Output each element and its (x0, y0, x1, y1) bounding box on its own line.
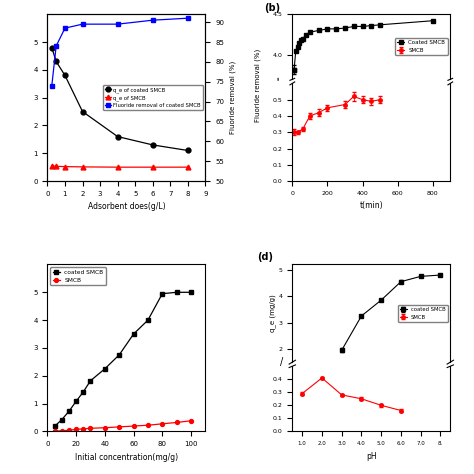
Line: SMCB: SMCB (53, 419, 193, 433)
Coated SMCB (377, 22, 383, 27)
Coated SMCB (291, 67, 297, 73)
SMCB (73, 427, 79, 432)
SMCB (66, 428, 72, 433)
Line: q_e of coated SMCB: q_e of coated SMCB (49, 45, 190, 153)
Legend: q_e of coated SMCB, q_e of SMCB, Fluoride removal of coated SMCB: q_e of coated SMCB, q_e of SMCB, Fluorid… (103, 85, 203, 110)
Coated SMCB (298, 37, 304, 43)
Coated SMCB (360, 24, 365, 29)
Fluoride removal of coated SMCB (150, 18, 155, 23)
coated SMCB (174, 290, 180, 295)
Legend: coated SMCB, SMCB: coated SMCB, SMCB (50, 267, 106, 285)
coated SMCB (88, 378, 93, 383)
coated SMCB (145, 317, 151, 323)
coated SMCB (73, 399, 79, 404)
Coated SMCB (325, 26, 330, 32)
Text: (d): (d) (257, 252, 273, 262)
Coated SMCB (293, 48, 299, 54)
Line: Fluoride removal of coated SMCB: Fluoride removal of coated SMCB (49, 16, 190, 88)
Fluoride removal of coated SMCB (185, 15, 191, 21)
coated SMCB (52, 423, 57, 429)
q_e of SMCB (62, 164, 68, 169)
q_e of coated SMCB (54, 59, 59, 64)
Text: Fluoride removal (%): Fluoride removal (%) (254, 49, 261, 122)
SMCB (145, 422, 151, 428)
Text: (b): (b) (264, 3, 280, 13)
q_e of coated SMCB (80, 109, 85, 114)
Coated SMCB (368, 23, 374, 28)
X-axis label: pH: pH (366, 452, 377, 461)
coated SMCB (59, 417, 64, 422)
Y-axis label: Fluoride removal (%): Fluoride removal (%) (230, 61, 236, 134)
Coated SMCB (303, 32, 309, 37)
SMCB (102, 425, 108, 430)
coated SMCB (102, 366, 108, 372)
coated SMCB (131, 331, 137, 337)
SMCB (174, 419, 180, 425)
coated SMCB (159, 291, 165, 297)
Coated SMCB (430, 18, 436, 24)
coated SMCB (81, 389, 86, 395)
Text: /: / (280, 357, 283, 367)
q_e of SMCB (150, 164, 155, 170)
SMCB (188, 418, 194, 424)
Coated SMCB (333, 26, 339, 32)
q_e of coated SMCB (185, 147, 191, 153)
q_e of coated SMCB (49, 45, 55, 50)
q_e of SMCB (115, 164, 120, 170)
q_e of coated SMCB (150, 142, 155, 148)
X-axis label: Adsorbent does(g/L): Adsorbent does(g/L) (88, 202, 165, 211)
Line: Coated SMCB: Coated SMCB (292, 19, 435, 71)
Fluoride removal of coated SMCB (54, 43, 59, 49)
coated SMCB (117, 352, 122, 358)
Fluoride removal of coated SMCB (62, 25, 68, 31)
Coated SMCB (316, 27, 321, 33)
SMCB (59, 428, 64, 434)
Coated SMCB (295, 44, 301, 50)
Coated SMCB (307, 29, 313, 35)
q_e of SMCB (49, 163, 55, 169)
coated SMCB (66, 409, 72, 414)
SMCB (88, 426, 93, 431)
Fluoride removal of coated SMCB (80, 21, 85, 27)
q_e of SMCB (54, 164, 59, 169)
SMCB (117, 424, 122, 430)
SMCB (52, 428, 57, 434)
Coated SMCB (342, 25, 348, 31)
X-axis label: Initial concentration(mg/g): Initial concentration(mg/g) (75, 453, 178, 462)
Coated SMCB (296, 40, 302, 46)
Legend: Coated SMCB, SMCB: Coated SMCB, SMCB (395, 38, 447, 55)
SMCB (81, 426, 86, 432)
Line: coated SMCB: coated SMCB (53, 291, 193, 428)
Coated SMCB (300, 36, 306, 42)
q_e of SMCB (185, 164, 191, 170)
Legend: coated SMCB, SMCB: coated SMCB, SMCB (398, 305, 447, 322)
Fluoride removal of coated SMCB (115, 21, 120, 27)
Line: q_e of SMCB: q_e of SMCB (49, 164, 190, 170)
X-axis label: t(min): t(min) (359, 201, 383, 210)
Y-axis label: q_e (mg/g): q_e (mg/g) (269, 294, 276, 332)
Coated SMCB (351, 24, 356, 29)
q_e of coated SMCB (115, 134, 120, 139)
Fluoride removal of coated SMCB (49, 83, 55, 89)
SMCB (131, 423, 137, 429)
coated SMCB (188, 290, 194, 295)
SMCB (159, 421, 165, 427)
q_e of coated SMCB (62, 73, 68, 78)
q_e of SMCB (80, 164, 85, 170)
